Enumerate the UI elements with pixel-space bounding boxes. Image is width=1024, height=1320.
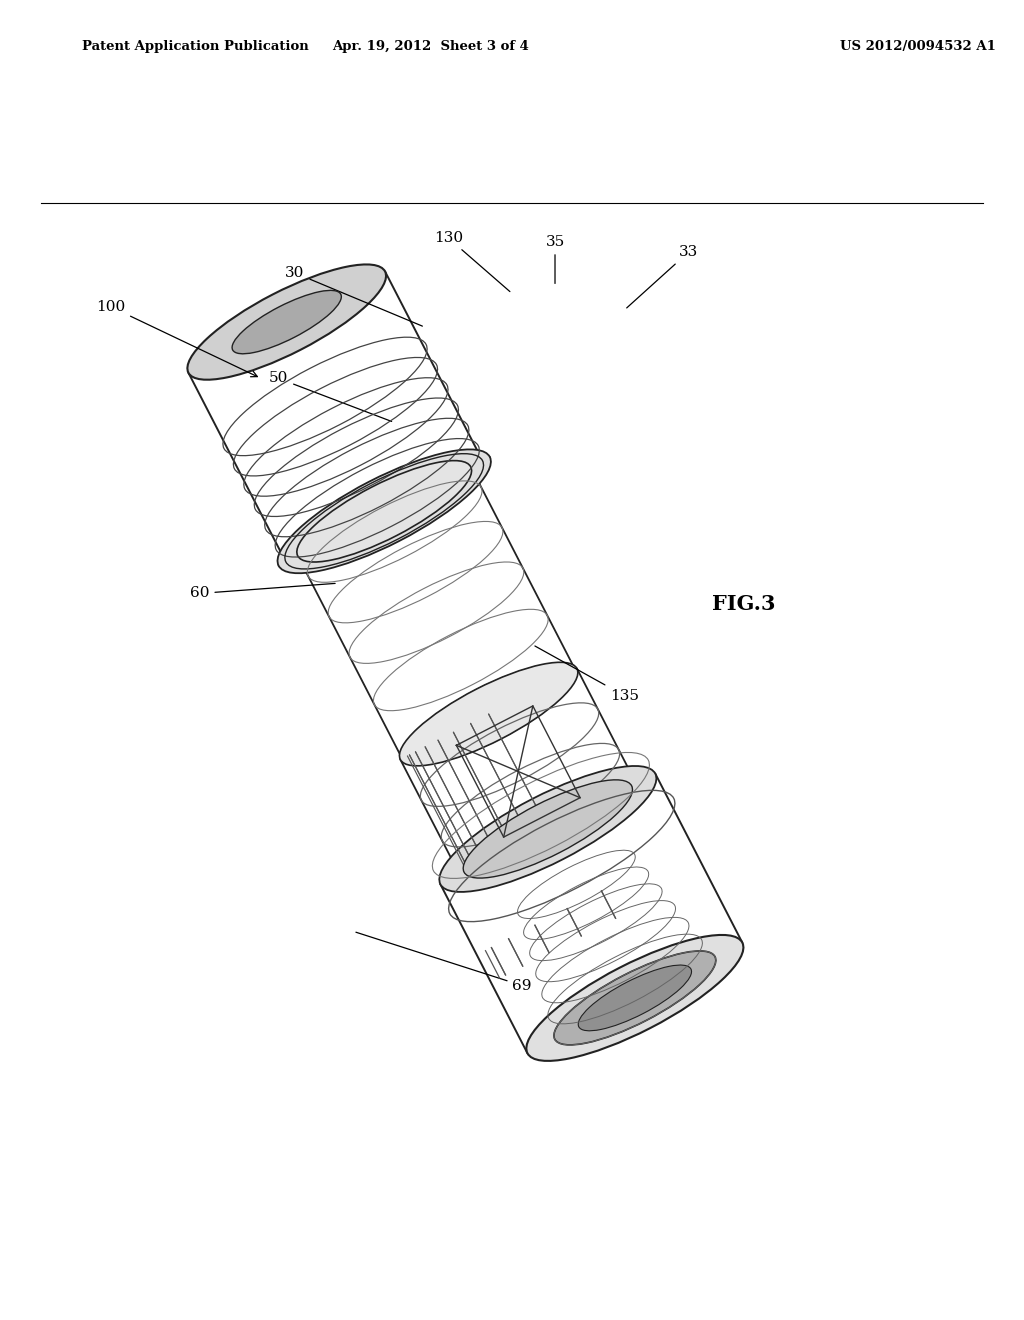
Text: US 2012/0094532 A1: US 2012/0094532 A1 [840,40,995,53]
Ellipse shape [187,264,386,380]
Text: FIG.3: FIG.3 [712,594,775,614]
Text: 69: 69 [356,932,532,993]
Ellipse shape [232,290,341,354]
Ellipse shape [554,950,716,1045]
Text: Apr. 19, 2012  Sheet 3 of 4: Apr. 19, 2012 Sheet 3 of 4 [332,40,528,53]
Ellipse shape [579,965,691,1031]
Ellipse shape [526,935,743,1061]
Ellipse shape [463,780,633,878]
Ellipse shape [401,664,577,764]
Ellipse shape [278,449,490,573]
Text: Patent Application Publication: Patent Application Publication [82,40,308,53]
Text: 50: 50 [269,371,391,421]
Ellipse shape [399,663,578,766]
Text: 33: 33 [627,246,697,308]
Text: 60: 60 [189,583,335,601]
Ellipse shape [439,766,656,892]
Text: 35: 35 [546,235,564,284]
Text: 30: 30 [286,265,422,326]
Ellipse shape [459,777,637,880]
Ellipse shape [297,461,472,562]
Text: 135: 135 [535,645,639,702]
Text: 130: 130 [434,231,510,292]
Text: 100: 100 [96,300,257,376]
